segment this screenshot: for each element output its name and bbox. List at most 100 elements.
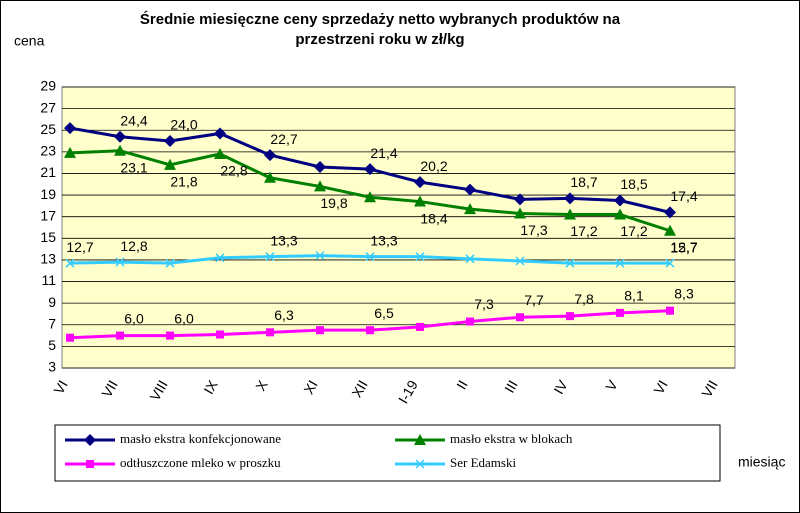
data-point bbox=[465, 254, 475, 264]
data-point bbox=[215, 253, 225, 263]
data-label: 12,7 bbox=[66, 239, 93, 255]
data-point bbox=[314, 180, 326, 192]
data-point bbox=[266, 328, 274, 337]
data-label: 17,4 bbox=[670, 188, 697, 204]
data-label: 7,7 bbox=[524, 292, 544, 308]
data-point bbox=[414, 195, 426, 207]
data-label: 21,4 bbox=[370, 145, 397, 161]
data-label: 7,3 bbox=[474, 296, 494, 312]
y-tick-label: 11 bbox=[41, 272, 56, 288]
y-tick-label: 13 bbox=[40, 251, 56, 267]
data-point bbox=[614, 208, 626, 220]
data-point bbox=[665, 258, 675, 268]
data-point bbox=[664, 206, 676, 219]
data-label: 13,3 bbox=[370, 232, 397, 248]
data-label: 6,5 bbox=[374, 305, 394, 321]
data-point bbox=[166, 331, 174, 340]
data-point bbox=[264, 149, 276, 162]
data-point bbox=[365, 252, 375, 262]
legend-marker bbox=[86, 460, 94, 468]
data-label: 18,7 bbox=[570, 174, 597, 190]
legend-marker bbox=[415, 459, 425, 469]
data-point bbox=[515, 256, 525, 266]
data-label: 17,3 bbox=[520, 222, 547, 238]
data-label: 18,5 bbox=[620, 176, 647, 192]
data-point bbox=[314, 160, 326, 173]
data-point bbox=[415, 252, 425, 262]
data-label: 13,3 bbox=[270, 232, 297, 248]
data-point bbox=[414, 176, 426, 189]
data-point bbox=[216, 330, 224, 339]
y-tick-label: 27 bbox=[40, 99, 56, 115]
data-label: 24,0 bbox=[170, 117, 197, 133]
data-point bbox=[514, 207, 526, 219]
legend-label: odtłuszczone mleko w proszku bbox=[120, 455, 281, 470]
data-point bbox=[265, 252, 275, 262]
data-label: 15,7 bbox=[670, 239, 697, 255]
y-tick-label: 5 bbox=[48, 337, 56, 353]
data-point bbox=[116, 331, 124, 340]
data-label: 17,2 bbox=[620, 223, 647, 239]
data-label: 7,8 bbox=[574, 291, 594, 307]
data-point bbox=[514, 193, 526, 206]
data-point bbox=[114, 130, 126, 143]
data-point bbox=[66, 333, 74, 342]
x-axis-label: miesiąc bbox=[738, 454, 785, 470]
data-point bbox=[264, 171, 276, 183]
data-point bbox=[65, 258, 75, 268]
data-point bbox=[64, 122, 76, 135]
y-tick-label: 25 bbox=[40, 121, 56, 137]
data-point bbox=[214, 127, 226, 140]
data-point bbox=[315, 251, 325, 261]
data-point bbox=[666, 306, 674, 315]
data-label: 6,0 bbox=[174, 310, 194, 326]
data-point bbox=[564, 192, 576, 205]
chart-title: przestrzeni roku w zł/kg bbox=[295, 31, 464, 48]
data-point bbox=[615, 258, 625, 268]
chart-title: Średnie miesięczne ceny sprzedaży netto … bbox=[140, 10, 621, 28]
legend-label: Ser Edamski bbox=[450, 455, 516, 470]
data-label: 6,3 bbox=[274, 307, 294, 323]
data-point bbox=[466, 317, 474, 326]
y-tick-label: 7 bbox=[48, 315, 56, 331]
y-tick-label: 9 bbox=[48, 294, 56, 310]
data-label: 22,8 bbox=[220, 163, 247, 179]
data-point bbox=[64, 146, 76, 158]
data-point bbox=[164, 135, 176, 148]
legend-marker bbox=[414, 434, 426, 445]
legend-marker bbox=[84, 434, 96, 446]
plot-area bbox=[61, 86, 736, 369]
data-point bbox=[664, 224, 676, 236]
data-label: 6,0 bbox=[124, 310, 144, 326]
data-point bbox=[564, 208, 576, 220]
data-label: 12,8 bbox=[120, 238, 147, 254]
data-point bbox=[616, 308, 624, 317]
data-point bbox=[614, 194, 626, 207]
data-point bbox=[464, 203, 476, 215]
y-tick-label: 15 bbox=[40, 229, 56, 245]
data-point bbox=[364, 163, 376, 176]
data-label: 8,1 bbox=[624, 288, 644, 304]
x-tick-label: VII bbox=[98, 377, 120, 400]
data-point bbox=[164, 158, 176, 170]
data-label: 17,2 bbox=[570, 223, 597, 239]
y-axis-label: cena bbox=[14, 33, 45, 49]
data-point bbox=[516, 313, 524, 322]
legend-label: masło ekstra konfekcjonowane bbox=[120, 431, 281, 446]
data-point bbox=[364, 191, 376, 203]
y-tick-label: 21 bbox=[40, 164, 56, 180]
data-label: 18,4 bbox=[420, 210, 447, 226]
data-point bbox=[114, 144, 126, 156]
data-point bbox=[566, 312, 574, 321]
y-tick-label: 17 bbox=[40, 207, 56, 223]
data-point bbox=[366, 326, 374, 335]
data-point bbox=[464, 183, 476, 196]
legend bbox=[54, 424, 721, 482]
data-label: 20,2 bbox=[420, 158, 447, 174]
data-label: 22,7 bbox=[270, 131, 297, 147]
data-label: 19,8 bbox=[320, 195, 347, 211]
data-label: 23,1 bbox=[120, 159, 147, 175]
x-tick-label: XII bbox=[348, 377, 370, 400]
data-point bbox=[214, 148, 226, 160]
